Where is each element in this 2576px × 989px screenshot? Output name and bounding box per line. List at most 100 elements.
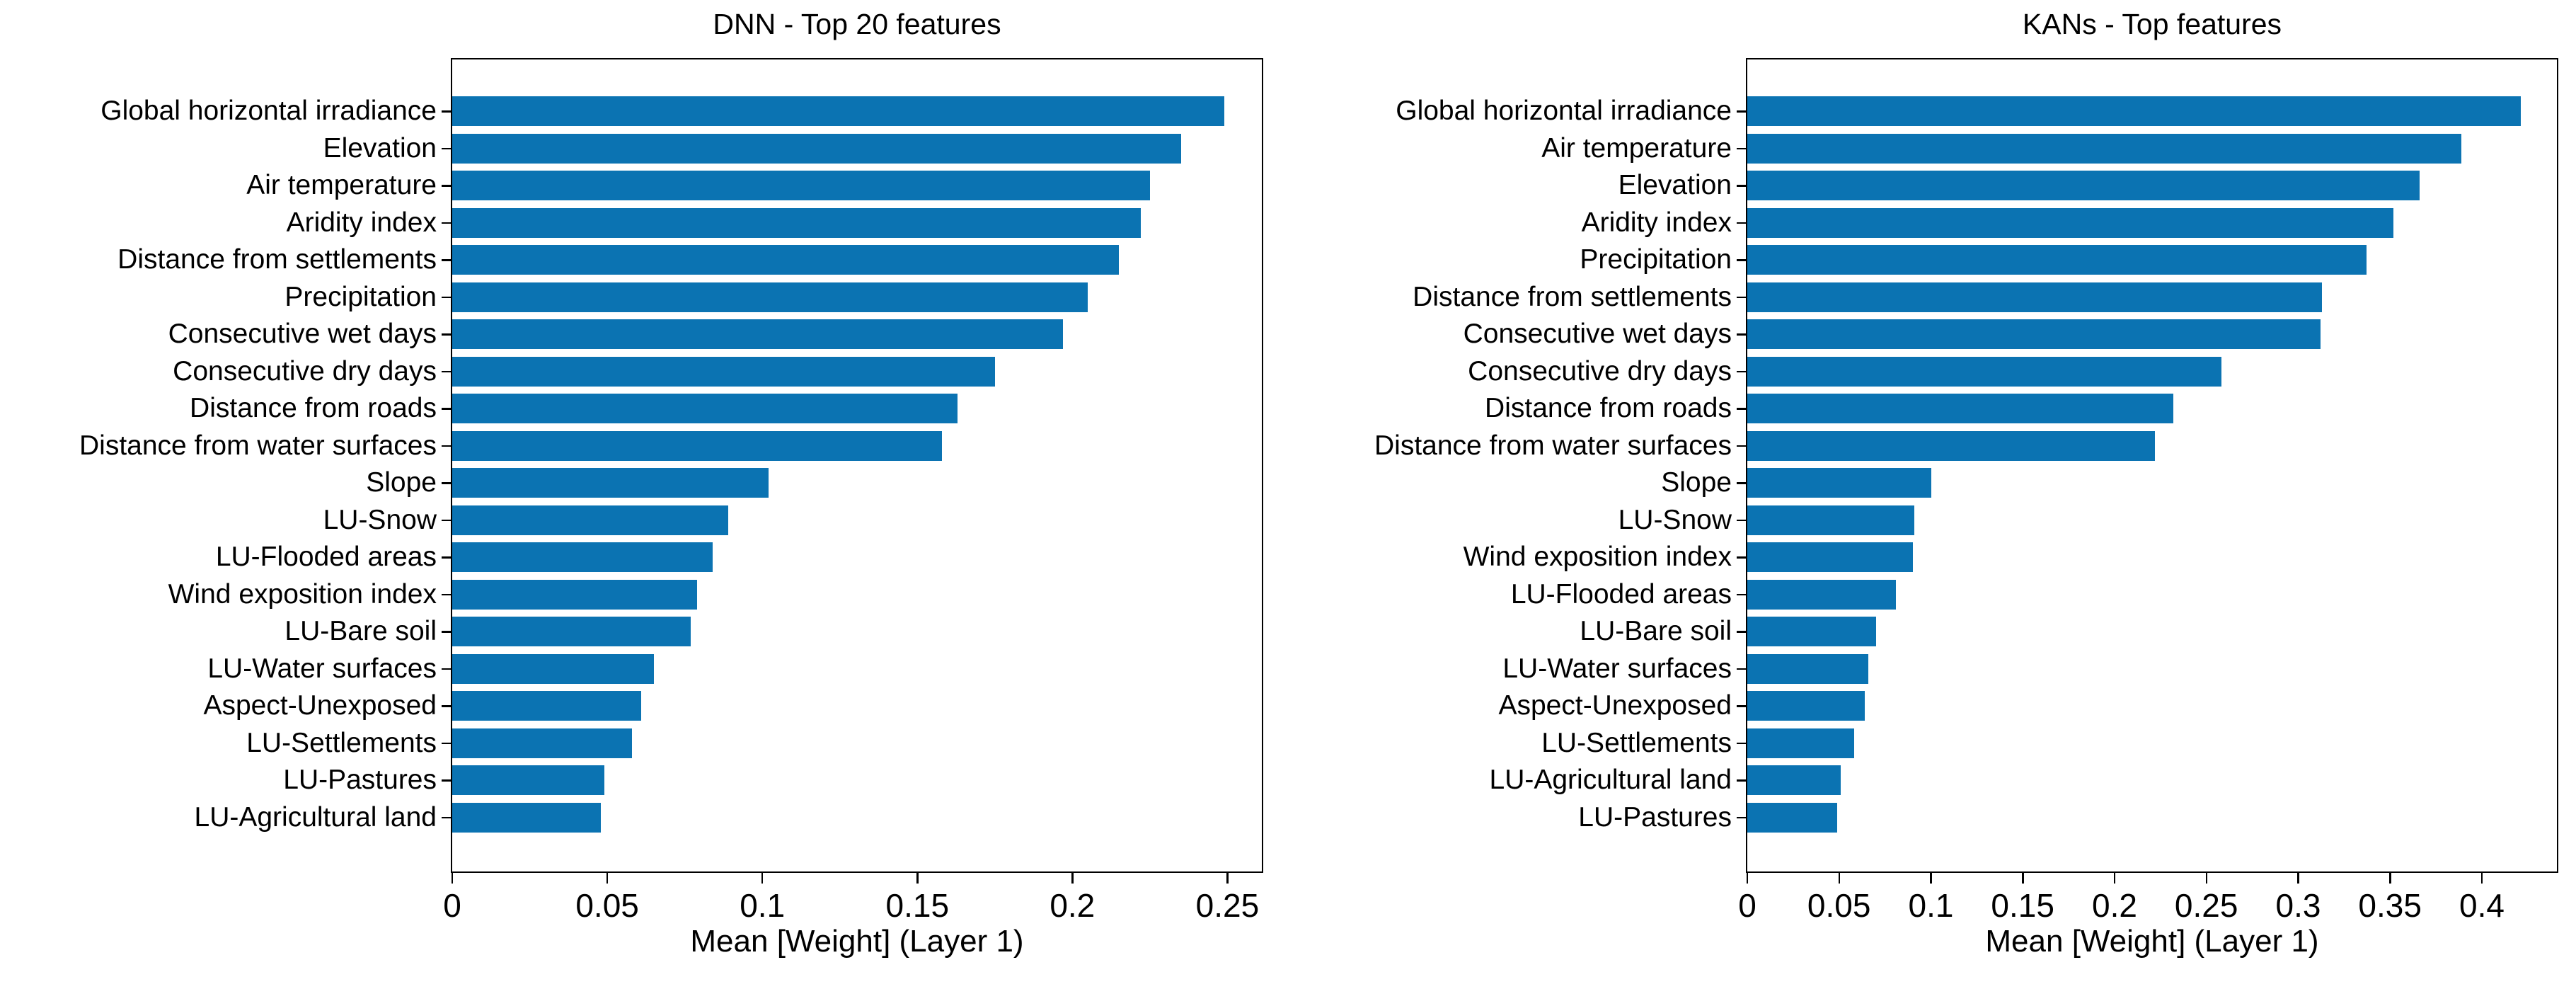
x-tick — [606, 873, 609, 884]
y-tick — [442, 147, 452, 149]
bar — [452, 356, 995, 387]
bar — [452, 245, 1120, 275]
bar — [1747, 542, 1913, 573]
y-tick — [442, 445, 452, 447]
y-tick — [442, 519, 452, 521]
category-label: Wind exposition index — [1463, 542, 1732, 573]
x-tick-label: 0.4 — [2459, 887, 2505, 924]
bar — [1747, 96, 2521, 127]
category-label: Distance from water surfaces — [1374, 430, 1732, 461]
x-tick — [2480, 873, 2483, 884]
bar — [1747, 282, 2323, 312]
category-label: Aspect-Unexposed — [1498, 690, 1732, 721]
y-tick — [1737, 370, 1747, 372]
bar — [452, 430, 943, 461]
x-tick — [2205, 873, 2207, 884]
bar — [452, 691, 642, 721]
x-tick-label: 0.25 — [1195, 887, 1260, 924]
y-tick — [1737, 185, 1747, 187]
y-tick — [1737, 593, 1747, 595]
category-label: LU-Settlements — [1541, 727, 1732, 758]
bar — [452, 802, 602, 833]
y-tick — [442, 668, 452, 670]
category-label: Distance from settlements — [117, 244, 437, 275]
bar — [1747, 133, 2462, 164]
plot-area: Global horizontal irradiance Air temperat… — [1374, 58, 2558, 924]
bar — [452, 653, 654, 684]
category-label: Distance from roads — [1485, 393, 1732, 424]
x-tick — [2022, 873, 2024, 884]
bar — [1747, 319, 2321, 350]
plot-area: Global horizontal irradiance Elevation Air… — [79, 58, 1263, 924]
bar — [452, 728, 633, 758]
y-tick — [442, 631, 452, 633]
y-tick — [1737, 445, 1747, 447]
y-tick — [1737, 296, 1747, 298]
x-tick — [1930, 873, 1932, 884]
y-tick — [1737, 742, 1747, 744]
x-tick-label: 0.05 — [575, 887, 639, 924]
bar — [1747, 430, 2156, 461]
bar — [1747, 691, 1865, 721]
y-tick — [1737, 816, 1747, 818]
y-tick — [442, 296, 452, 298]
x-tick — [1838, 873, 1840, 884]
bar — [452, 282, 1088, 312]
x-tick-label: 0.1 — [740, 887, 786, 924]
y-tick — [1737, 668, 1747, 670]
category-label: Air temperature — [1541, 132, 1732, 164]
category-label: LU-Bare soil — [284, 616, 437, 647]
bar — [452, 765, 604, 796]
x-axis-label: Mean [Weight] (Layer 1) — [1985, 924, 2319, 959]
category-label: LU-Snow — [1618, 504, 1732, 535]
category-label: Elevation — [323, 132, 437, 164]
category-label: Aridity index — [286, 207, 437, 238]
y-tick — [442, 779, 452, 782]
bar — [452, 207, 1141, 238]
category-label: LU-Water surfaces — [1502, 653, 1732, 684]
category-label: Distance from roads — [190, 393, 437, 424]
category-label: LU-Water surfaces — [207, 653, 437, 684]
x-tick — [2113, 873, 2116, 884]
x-axis-label: Mean [Weight] (Layer 1) — [690, 924, 1024, 959]
category-label: Slope — [366, 467, 437, 498]
y-tick — [442, 185, 452, 187]
category-label: Wind exposition index — [168, 578, 437, 610]
bar — [452, 468, 769, 498]
bar — [1747, 245, 2367, 275]
x-tick — [1071, 873, 1074, 884]
x-tick-label: 0.05 — [1807, 887, 1871, 924]
category-label: LU-Settlements — [246, 727, 437, 758]
category-label: Air temperature — [246, 170, 437, 201]
category-label: Consecutive wet days — [168, 319, 437, 350]
x-tick-label: 0.15 — [885, 887, 950, 924]
bar — [1747, 356, 2221, 387]
category-label: Consecutive dry days — [173, 355, 437, 387]
bar — [1747, 617, 1876, 647]
bar — [1747, 802, 1838, 833]
y-tick — [442, 742, 452, 744]
category-label: LU-Pastures — [283, 765, 437, 796]
chart-title: KANs - Top features — [2022, 8, 2282, 40]
y-tick — [442, 259, 452, 261]
chart-title: DNN - Top 20 features — [713, 8, 1001, 40]
bar — [452, 171, 1150, 201]
category-label: LU-Bare soil — [1580, 616, 1732, 647]
category-label: LU-Flooded areas — [215, 542, 437, 573]
x-tick-label: 0.2 — [2092, 887, 2137, 924]
y-tick — [442, 705, 452, 707]
bar — [452, 96, 1224, 127]
category-label: Precipitation — [284, 281, 437, 312]
y-tick — [1737, 147, 1747, 149]
x-tick-label: 0.35 — [2358, 887, 2422, 924]
category-label: LU-Agricultural land — [194, 801, 437, 833]
bar — [452, 319, 1064, 350]
category-label: LU-Agricultural land — [1489, 765, 1732, 796]
y-tick — [442, 370, 452, 372]
y-tick — [442, 482, 452, 484]
bar — [1747, 468, 1931, 498]
y-tick — [1737, 222, 1747, 224]
